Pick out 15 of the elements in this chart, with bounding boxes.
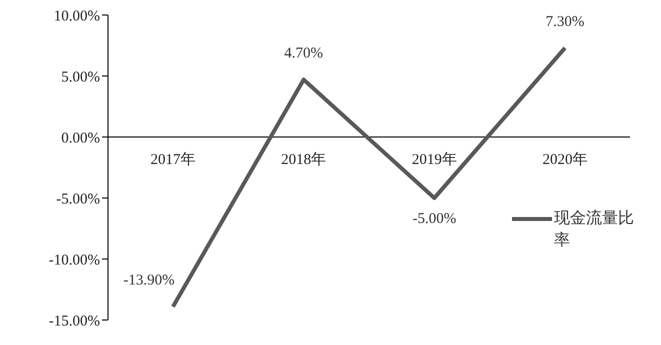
y-tick-label: 10.00% [54,8,100,24]
y-tick-label: -5.00% [56,191,100,208]
data-label: -5.00% [412,211,456,227]
x-tick-label: 2020年 [542,151,588,168]
data-label: 4.70% [284,46,324,62]
y-tick-label: 0.00% [61,130,100,146]
x-tick-label: 2017年 [150,151,196,168]
y-tick-label: -10.00% [48,252,100,268]
x-tick-label: 2018年 [281,151,326,168]
y-tick-label: -15.00% [48,313,100,330]
y-tick-label: 5.00% [61,69,100,86]
data-label: -13.90% [123,272,175,289]
x-tick-label: 2019年 [412,151,457,168]
data-label: 7.30% [546,14,584,30]
legend-label: 现金流量比率 [554,208,635,251]
